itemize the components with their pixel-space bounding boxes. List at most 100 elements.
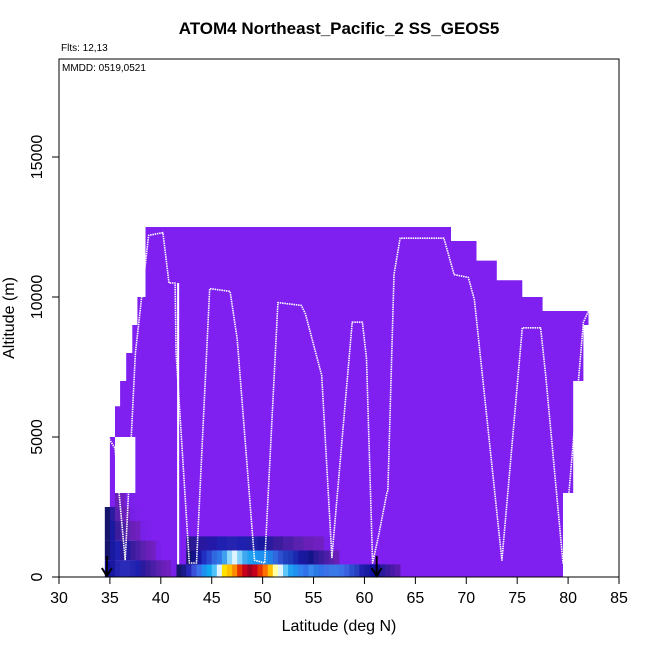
- x-tick-label: 80: [559, 590, 577, 607]
- heatmap-cell: [186, 536, 192, 551]
- heatmap-cell: [237, 536, 243, 551]
- heatmap-cells: [104, 493, 401, 577]
- heatmap-cell: [191, 536, 197, 551]
- arrow-down-marker: [101, 556, 113, 578]
- heatmap-cell: [125, 521, 131, 541]
- heatmap-cell: [140, 540, 146, 561]
- heatmap-cell: [267, 536, 274, 551]
- heatmap-cell: [252, 550, 258, 565]
- heatmap-cell: [135, 560, 141, 577]
- heatmap-cell: [344, 564, 350, 577]
- heatmap-cell: [232, 536, 238, 551]
- heatmap-cell: [115, 560, 121, 577]
- heatmap-cell: [171, 560, 177, 577]
- heatmap-cell: [130, 540, 136, 561]
- x-tick-label: 40: [152, 590, 170, 607]
- heatmap-cell: [165, 560, 172, 577]
- heatmap-cell: [257, 536, 264, 551]
- flight-track-line: [107, 231, 590, 564]
- heatmap-cell: [211, 564, 218, 577]
- heatmap-cell: [267, 564, 274, 577]
- arrow-markers: [101, 556, 383, 578]
- heatmap-cell: [257, 564, 264, 577]
- heatmap-cell: [115, 540, 121, 561]
- heatmap-cell: [323, 550, 330, 565]
- heatmap-cell: [206, 550, 213, 565]
- heatmap-cell: [277, 536, 284, 551]
- heatmap-cell: [211, 550, 218, 565]
- heatmap-cell: [318, 564, 325, 577]
- heatmap-cell: [298, 536, 304, 551]
- heatmap-cell: [191, 564, 197, 577]
- heatmap-cell: [277, 550, 284, 565]
- heatmap-cell: [354, 564, 360, 577]
- heatmap-cell: [115, 507, 121, 521]
- x-tick-label: 35: [101, 590, 119, 607]
- heatmap-cell: [196, 564, 202, 577]
- heatmap-cell: [160, 560, 167, 577]
- heatmap-cell: [130, 507, 136, 521]
- heatmap-cell: [333, 550, 340, 565]
- x-tick-label: 70: [457, 590, 475, 607]
- heatmap-cell: [232, 564, 238, 577]
- heatmap-cell: [283, 536, 289, 551]
- flights-annotation: Flts: 12,13: [61, 43, 108, 54]
- heatmap-cell: [109, 540, 116, 561]
- heatmap-cell: [125, 540, 131, 561]
- heatmap-cell: [120, 493, 126, 507]
- heatmap-cell: [339, 564, 345, 577]
- heatmap-cell: [303, 550, 309, 565]
- heatmap-cell: [318, 550, 325, 565]
- heatmap-cell: [395, 564, 401, 577]
- heatmap-cell: [272, 536, 279, 551]
- heatmap-cell: [130, 493, 136, 507]
- curtain-gap: [177, 283, 180, 577]
- heatmap-cell: [247, 564, 253, 577]
- heatmap-cell: [130, 560, 136, 577]
- y-tick-label: 15000: [29, 135, 46, 180]
- heatmap-cell: [272, 550, 279, 565]
- heatmap-cell: [323, 564, 330, 577]
- heatmap-cell: [125, 560, 131, 577]
- x-tick-label: 30: [50, 590, 68, 607]
- x-axis: 30 35 40 45 50 55 60 65 70 75 80 85: [50, 576, 628, 607]
- heatmap-cell: [288, 536, 294, 551]
- heatmap-cell: [252, 564, 258, 577]
- heatmap-cell: [150, 560, 157, 577]
- heatmap-cell: [216, 564, 223, 577]
- heatmap-cell: [359, 564, 365, 577]
- heatmap-cell: [196, 536, 202, 551]
- heatmap-cell: [145, 521, 152, 541]
- heatmap-cell: [293, 550, 299, 565]
- heatmap-cell: [150, 540, 157, 561]
- heatmap-cell: [191, 550, 197, 565]
- heatmap-cell: [267, 550, 274, 565]
- heatmap-cell: [364, 564, 370, 577]
- heatmap-cell: [227, 536, 233, 551]
- heatmap-cell: [257, 550, 264, 565]
- heatmap-cell: [313, 536, 320, 551]
- heatmap-cell: [145, 560, 152, 577]
- heatmap-cell: [384, 564, 391, 577]
- y-axis-label: Altitude (m): [1, 277, 18, 359]
- heatmap-cell: [104, 521, 111, 541]
- heatmap-cell: [201, 536, 208, 551]
- heatmap-cell: [293, 536, 299, 551]
- heatmap-cell: [318, 536, 325, 551]
- heatmap-cell: [155, 540, 162, 561]
- heatmap-cell: [186, 564, 192, 577]
- heatmap-cell: [277, 564, 284, 577]
- heatmap-cell: [186, 550, 192, 565]
- heatmap-cell: [252, 536, 258, 551]
- heatmap-cell: [125, 507, 131, 521]
- heatmap-cell: [135, 540, 141, 561]
- heatmap-cell: [115, 521, 121, 541]
- heatmap-cell: [328, 564, 335, 577]
- heatmap-cell: [262, 564, 269, 577]
- flight-track: [107, 231, 590, 564]
- heatmap-cell: [298, 564, 304, 577]
- heatmap-cell: [237, 550, 243, 565]
- heatmap-cell: [201, 564, 208, 577]
- heatmap-cell: [283, 564, 289, 577]
